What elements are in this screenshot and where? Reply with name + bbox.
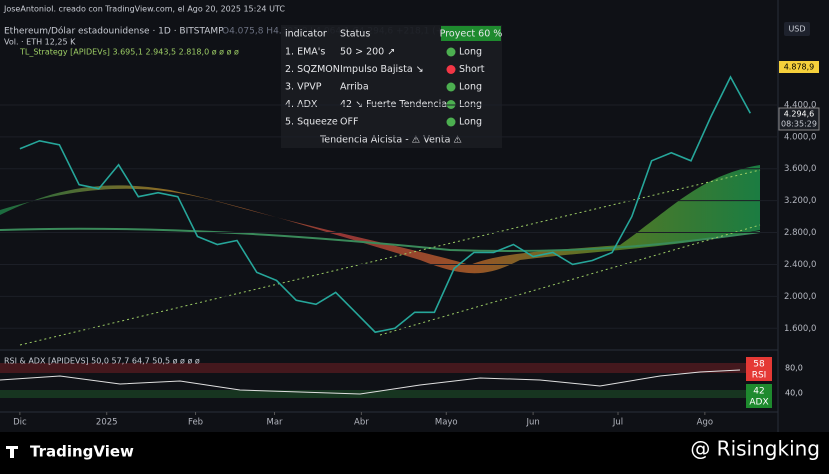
row-status: 50 > 200 ↗ (340, 47, 395, 58)
y-tick-label: 3.200,0 (784, 196, 816, 206)
trendline (19, 169, 761, 346)
logo-icon (6, 446, 18, 458)
signal-dot (446, 117, 456, 127)
table-header: indicator (285, 29, 327, 40)
countdown: 08:35:29 (781, 120, 817, 129)
rsi-tick: 40,0 (785, 389, 803, 398)
signal-dot (446, 47, 456, 57)
y-tick-label: 2.800,0 (784, 228, 816, 238)
adx-label: ADX (749, 398, 768, 408)
rsi-title: RSI & ADX [APIDEVS] 50,0 57,7 64,7 50,5 … (4, 357, 200, 366)
adx-value: 42 (753, 387, 764, 397)
x-tick-label: Feb (188, 418, 203, 428)
y-tick-label: 2.400,0 (784, 260, 816, 270)
header-highlight (441, 26, 501, 41)
row-status: OFF (340, 117, 358, 128)
y-tick-label: 4.400,0 (784, 100, 816, 110)
x-tick-label: Dic (13, 418, 27, 428)
y-tick-label: 4.000,0 (784, 132, 816, 142)
strategy-legend: TL_Strategy [APIDEVs] 3.695,1 2.943,5 2.… (19, 48, 239, 57)
row-indicator: 1. EMA's (285, 47, 325, 58)
high-price: 4.878,9 (784, 63, 815, 72)
row-status: Impulso Bajista ↘ (340, 64, 424, 75)
y-tick-label: 3.600,0 (784, 164, 816, 174)
rsi-band (0, 390, 760, 398)
symbol: Ethereum/Dólar estadounidense · 1D · BIT… (4, 26, 224, 37)
x-tick-label: Mar (266, 418, 283, 428)
table-footer: Tendencia Alcista - ⚠ Venta ⚠ (319, 135, 462, 146)
row-signal: Long (459, 117, 482, 128)
trendline (379, 224, 761, 336)
signal-dot (446, 82, 456, 92)
y-tick-label: 2.000,0 (784, 292, 816, 302)
row-indicator: 5. Squeeze (285, 117, 338, 128)
row-signal: Short (459, 64, 485, 75)
x-tick-label: Jul (612, 418, 623, 428)
rsi-label: RSI (752, 371, 767, 381)
rsi-band (0, 363, 760, 373)
header-title: JoseAntonioI. creado con TradingView.com… (3, 5, 285, 14)
rsi-line (0, 369, 741, 395)
last-price: 4.294,6 (784, 110, 815, 119)
price-line (19, 75, 752, 334)
currency[interactable]: USD (788, 25, 805, 34)
watermark: @ Risingking (690, 437, 820, 461)
volume: Vol. · ETH 12,25 K (4, 38, 76, 47)
table-background (281, 25, 502, 148)
x-tick-label: Mayo (435, 418, 458, 428)
row-signal: Long (459, 82, 482, 93)
currency-button[interactable] (784, 22, 810, 36)
x-tick-label: 2025 (96, 418, 118, 428)
row-signal: Long (459, 47, 482, 58)
rsi-value: 58 (753, 360, 765, 370)
rsi-tick: 80,0 (785, 364, 803, 373)
rsi-badge (746, 357, 772, 381)
signal-dot (446, 65, 456, 74)
adx-badge (746, 384, 772, 408)
footer-bar (0, 432, 829, 474)
table-header: Status (340, 29, 370, 40)
high-badge (779, 61, 819, 73)
x-tick-label: Ago (697, 418, 713, 428)
x-tick-label: Abr (354, 418, 369, 428)
y-tick-label: 1.600,0 (784, 324, 816, 334)
x-tick-label: Jun (525, 418, 539, 428)
row-indicator: 2. SQZMON (285, 64, 340, 75)
tradingview-logo: TradingView (30, 443, 134, 461)
table-header: Proyect 60 % (440, 29, 503, 40)
row-status: Arriba (340, 82, 369, 93)
row-indicator: 3. VPVP (285, 82, 322, 93)
last-badge (778, 107, 820, 131)
